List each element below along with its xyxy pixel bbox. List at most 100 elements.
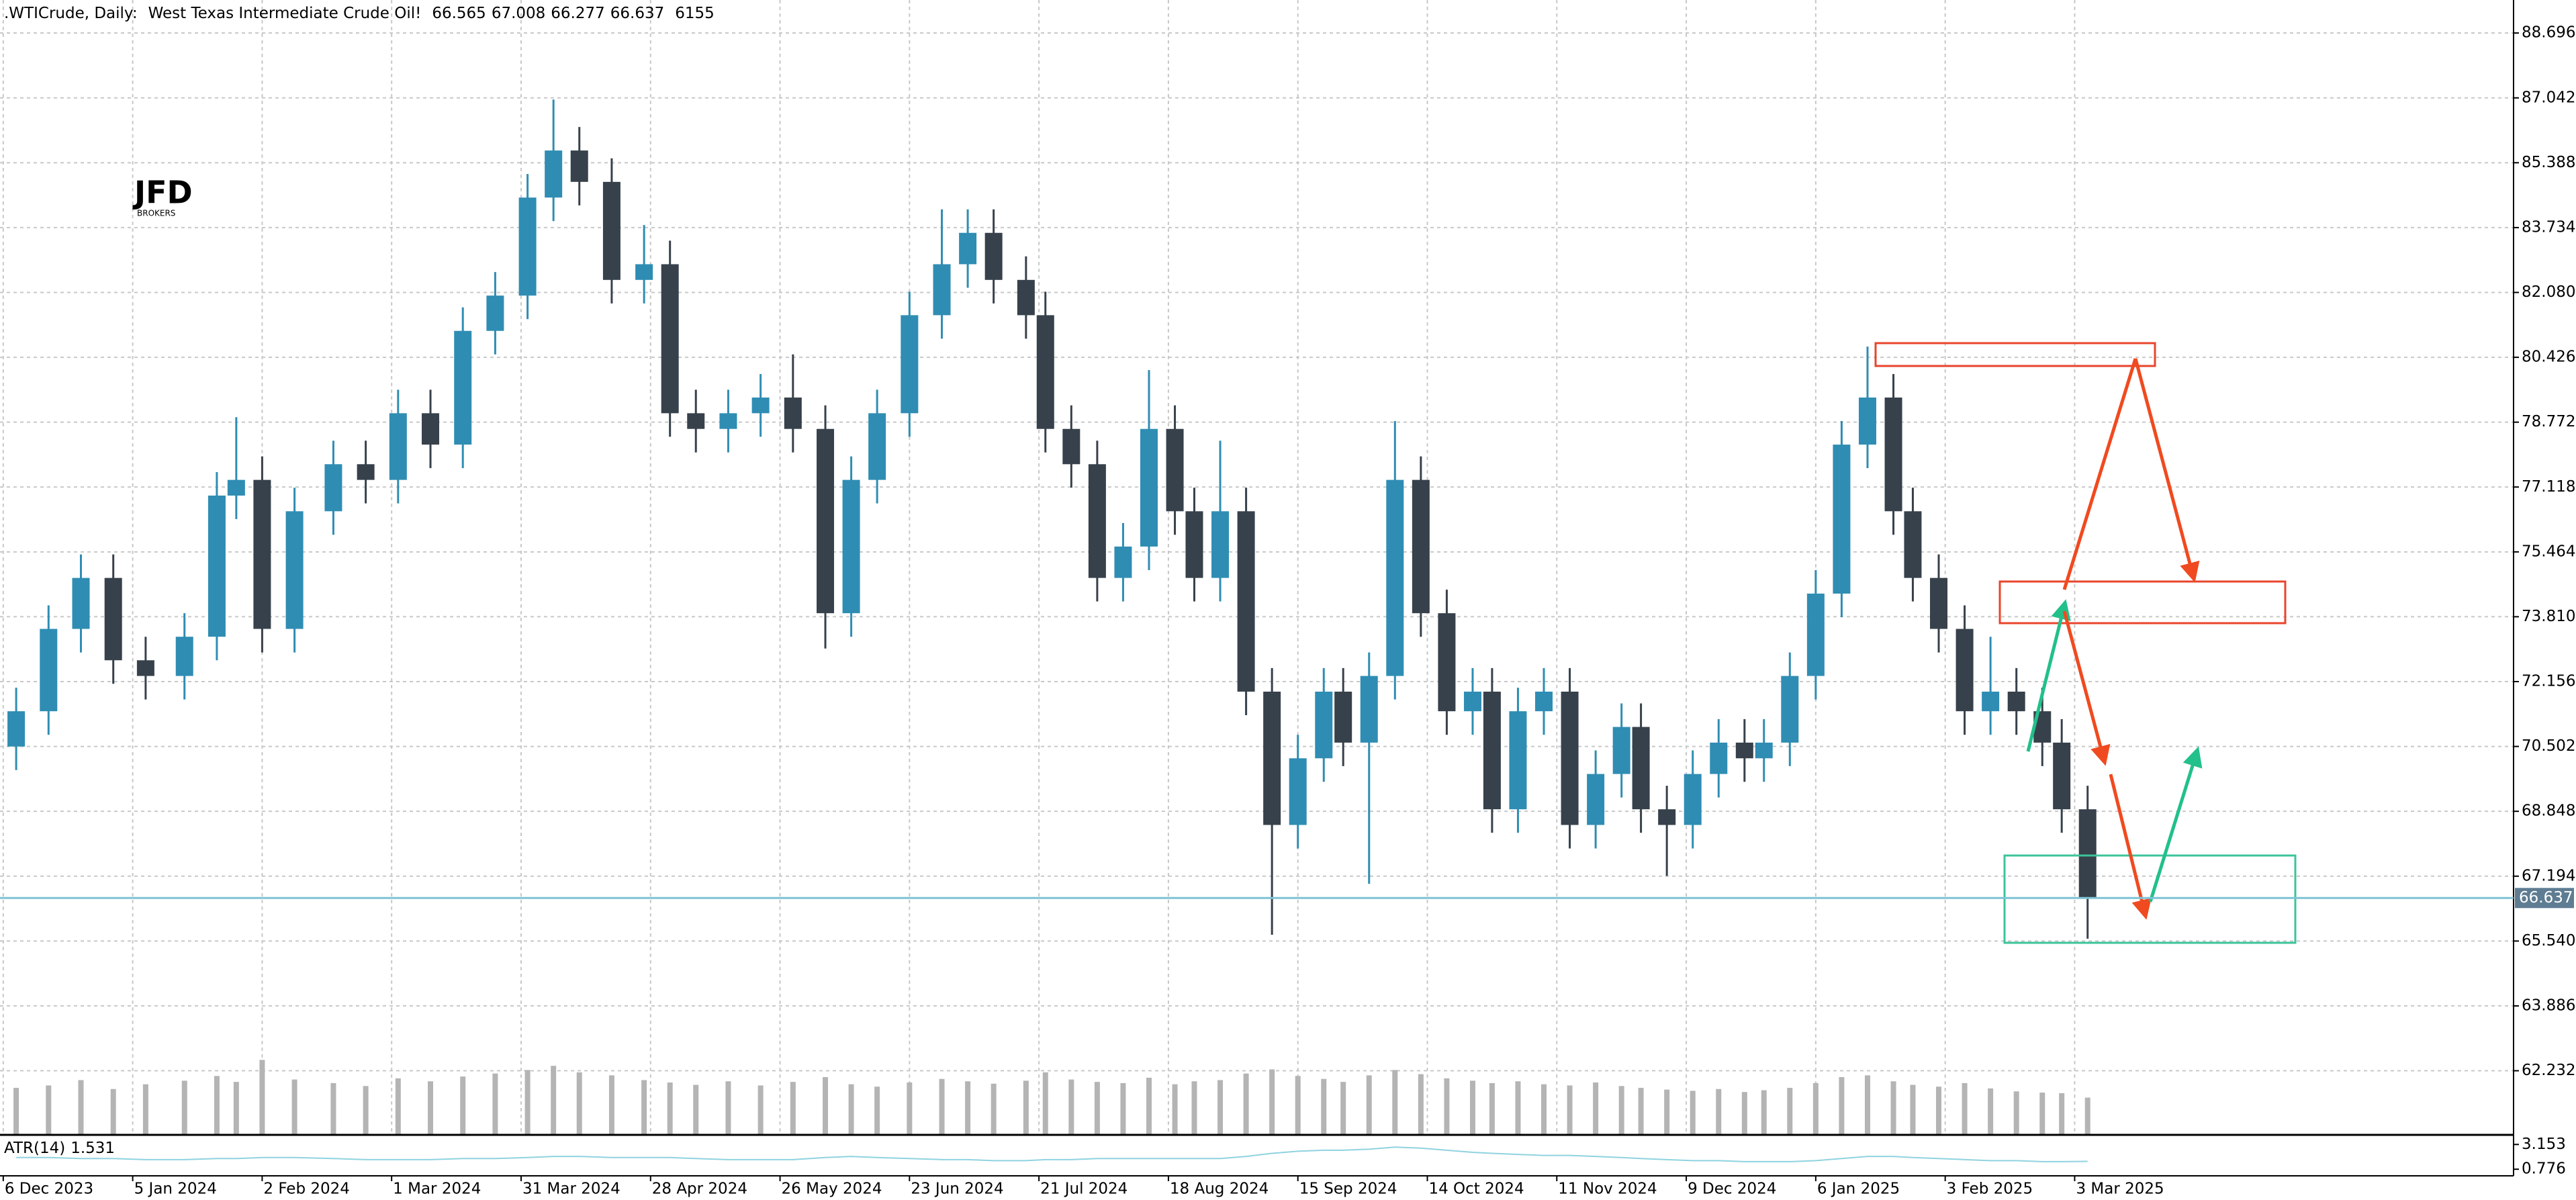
candle-body <box>1334 691 1352 743</box>
x-tick-label: 6 Jan 2025 <box>1817 1181 1900 1198</box>
y-tick-label: 70.502 <box>2522 737 2575 755</box>
volume-bar <box>1839 1077 1845 1134</box>
volume-bar <box>13 1087 19 1134</box>
volume-bar <box>2039 1093 2045 1134</box>
candle-body <box>175 637 193 676</box>
x-tick-label: 14 Oct 2024 <box>1428 1181 1524 1198</box>
x-tick-label: 21 Jul 2024 <box>1040 1181 1128 1198</box>
candle-body <box>389 413 407 480</box>
candle-body <box>817 428 835 614</box>
x-tick-label: 28 Apr 2024 <box>652 1181 747 1198</box>
candle-body <box>784 398 802 429</box>
volume-bar <box>693 1084 699 1134</box>
volume-bar <box>1243 1073 1249 1134</box>
open: 66.565 <box>432 5 486 22</box>
y-tick-label: 80.426 <box>2522 349 2575 366</box>
volume-bar <box>641 1080 647 1134</box>
candle-body <box>1612 727 1630 774</box>
current-price-label: 66.637 <box>2519 889 2573 907</box>
candle-body <box>1858 398 1876 445</box>
volume-bar <box>2059 1093 2065 1134</box>
volume-bar <box>1638 1087 1644 1134</box>
arrow <box>2148 746 2203 903</box>
volume-bar <box>1146 1077 1152 1134</box>
current-price-box <box>2515 888 2574 909</box>
volume-bar <box>1068 1079 1074 1134</box>
candle-body <box>1263 691 1281 825</box>
candle-body <box>1062 428 1080 465</box>
volume-bar <box>1217 1080 1224 1134</box>
atr-tick-label: 0.776 <box>2522 1160 2566 1178</box>
annotations <box>1874 342 2297 944</box>
candle-body <box>635 264 653 280</box>
atr-value: 1.531 <box>71 1140 115 1157</box>
volume-bar <box>428 1081 434 1134</box>
candle-body <box>2078 809 2097 898</box>
candle-body <box>1088 464 1106 578</box>
candle-body <box>1211 511 1230 578</box>
x-tick-label: 1 Mar 2024 <box>393 1181 481 1198</box>
candle-body <box>1884 398 1902 512</box>
volume-bar <box>110 1089 116 1134</box>
volume: 6155 <box>675 5 715 22</box>
volume-bar <box>1023 1080 1029 1134</box>
candle-body <box>1833 445 1851 594</box>
candle-body <box>842 479 860 614</box>
candle-body <box>959 232 977 265</box>
candle-body <box>7 711 26 747</box>
candle-layer <box>7 99 2097 939</box>
candle-body <box>1684 774 1702 825</box>
volume-bar <box>395 1078 401 1134</box>
volume-bar <box>1787 1087 1793 1134</box>
candle-body <box>454 330 472 445</box>
y-tick-label: 65.540 <box>2522 932 2575 950</box>
close: 66.637 <box>610 5 664 22</box>
volume-bar <box>2084 1097 2090 1134</box>
volume-bar <box>1812 1082 1819 1134</box>
volume-bar <box>823 1077 829 1134</box>
candle-body <box>1140 428 1158 547</box>
candle-body <box>40 629 58 712</box>
candle-body <box>1017 279 1035 316</box>
volume-bar <box>1321 1078 1327 1134</box>
x-tick-label: 11 Nov 2024 <box>1558 1181 1657 1198</box>
atr-label: ATR(14) 1.531 <box>4 1140 115 1157</box>
candle-body <box>1632 727 1650 810</box>
volume-bar <box>1988 1088 1994 1134</box>
candle-body <box>570 150 588 182</box>
volume-bar <box>576 1072 582 1134</box>
atr-name: ATR(14) <box>4 1140 65 1157</box>
candle-body <box>1806 593 1825 676</box>
volume-bar <box>1042 1072 1048 1134</box>
volume-bar <box>1541 1084 1547 1134</box>
y-tick-label: 67.194 <box>2522 867 2575 884</box>
candle-body <box>1185 511 1203 578</box>
candle-body <box>1438 613 1456 712</box>
volume-bar <box>1910 1084 1916 1134</box>
candle-body <box>751 398 770 414</box>
y-tick-label: 78.772 <box>2522 413 2575 430</box>
arrow <box>2062 610 2111 766</box>
volume-bar <box>939 1078 945 1134</box>
volume-bar <box>1489 1082 1495 1134</box>
volume-bar <box>1444 1078 1450 1134</box>
volume-bar <box>1690 1091 1696 1134</box>
volume-bar <box>667 1082 673 1134</box>
volume-bar <box>1593 1082 1599 1134</box>
candle-body <box>1587 774 1605 825</box>
x-tick-label: 6 Dec 2023 <box>5 1181 93 1198</box>
candle-body <box>1412 479 1430 614</box>
volume-bar <box>181 1080 187 1134</box>
support-box <box>2003 854 2297 944</box>
x-tick-label: 3 Mar 2025 <box>2076 1181 2164 1198</box>
volume-bar <box>1716 1089 1722 1134</box>
y-tick-label: 88.696 <box>2522 24 2575 42</box>
arrow <box>2109 774 2152 920</box>
watermark-sub: BROKERS <box>137 209 175 218</box>
arrow <box>2133 358 2200 583</box>
candle-body <box>2007 691 2025 712</box>
volume-bar <box>790 1082 796 1134</box>
volume-bar <box>363 1086 369 1134</box>
high: 67.008 <box>492 5 545 22</box>
